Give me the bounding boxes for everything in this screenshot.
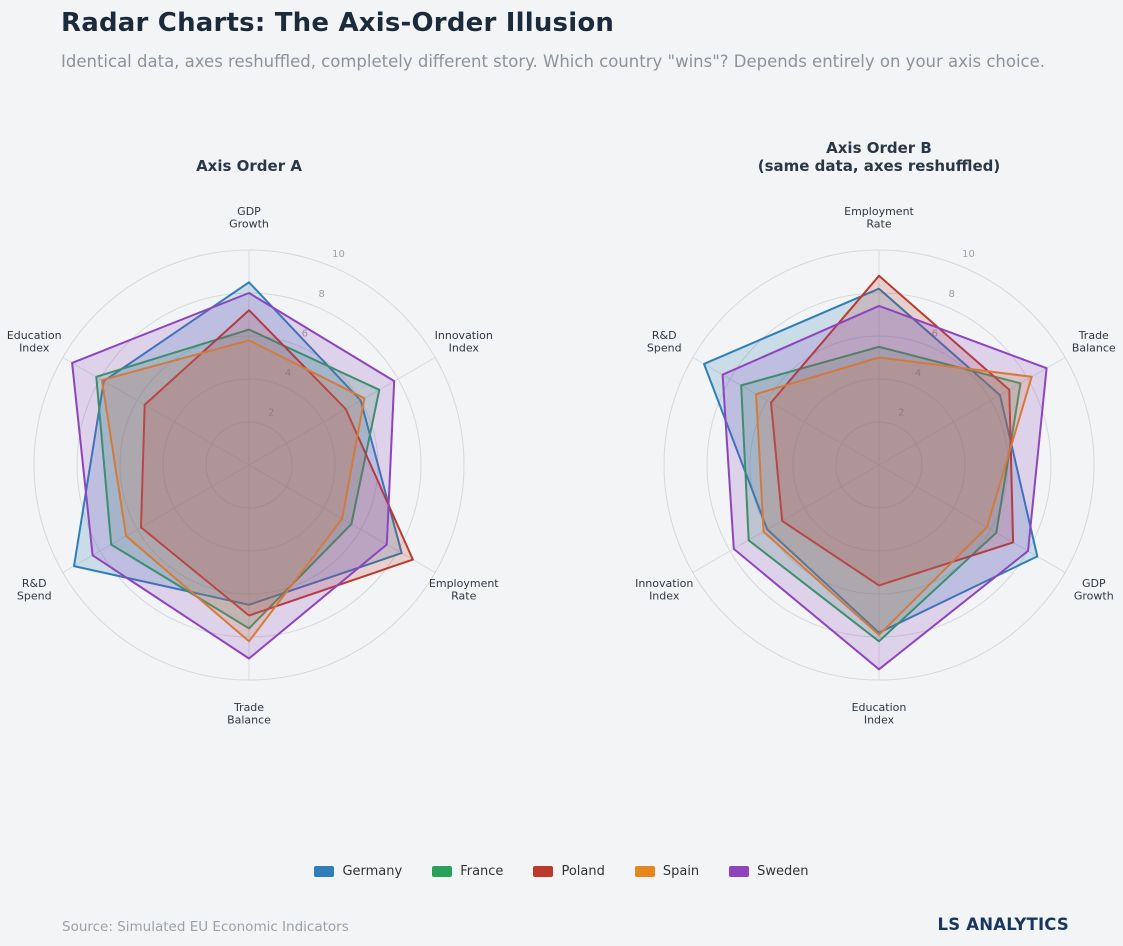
- radial-tick-label: 10: [332, 249, 345, 260]
- chart-a-title: Axis Order A: [196, 157, 302, 175]
- page-subtitle: Identical data, axes reshuffled, complet…: [61, 52, 1046, 71]
- legend-item-sweden: Sweden: [729, 864, 809, 879]
- axis-label: Trade Balance: [227, 701, 271, 727]
- radial-tick-label: 4: [915, 368, 921, 379]
- axis-spoke: [62, 357, 250, 466]
- axis-label: Innovation Index: [635, 577, 693, 603]
- radar-series-france: [95, 328, 381, 630]
- page-header: Radar Charts: The Axis-Order Illusion Id…: [61, 8, 1071, 71]
- radar-series-germany: [703, 287, 1039, 634]
- legend-item-poland: Poland: [533, 864, 605, 879]
- axis-label: Employment Rate: [844, 205, 914, 231]
- legend-label: Sweden: [757, 864, 809, 879]
- legend-swatch-sweden: [729, 866, 750, 877]
- legend-label: Spain: [662, 864, 700, 879]
- radar-series-sweden: [71, 292, 396, 660]
- axis-label: GDP Growth: [229, 205, 269, 231]
- axis-label: Employment Rate: [429, 577, 499, 603]
- axis-spoke: [878, 357, 1066, 466]
- legend-swatch-poland: [533, 866, 554, 877]
- brand-logo: LS ANALYTICS: [937, 915, 1069, 934]
- legend-label: Germany: [342, 864, 403, 879]
- legend-swatch-france: [432, 866, 453, 877]
- axis-label: GDP Growth: [1074, 577, 1114, 603]
- axis-label: Trade Balance: [1072, 329, 1116, 355]
- radial-tick-label: 8: [948, 289, 954, 300]
- page-title: Radar Charts: The Axis-Order Illusion: [61, 8, 615, 38]
- radar-series-poland: [140, 309, 414, 617]
- legend-item-germany: Germany: [314, 864, 402, 879]
- radar-chart-a: 2 4 6 8 10 GDP Growth Innovation Index Employment…: [7, 205, 499, 727]
- radial-tick-label: 8: [318, 289, 324, 300]
- axis-label: Innovation Index: [435, 329, 493, 355]
- radial-tick-label: 2: [898, 408, 904, 419]
- radar-series-spain: [100, 339, 366, 643]
- radial-tick-label: 10: [962, 249, 975, 260]
- axis-spoke: [692, 464, 880, 573]
- axis-spoke: [878, 464, 1066, 573]
- legend-item-france: France: [432, 864, 503, 879]
- axis-spoke: [62, 464, 250, 573]
- chart-legend: Germany France Poland Spain Sweden: [0, 864, 1123, 879]
- axis-label: Education Index: [852, 701, 907, 727]
- radial-tick-label: 6: [302, 328, 308, 339]
- axis-label: Education Index: [7, 329, 62, 355]
- radar-series-poland: [770, 274, 1015, 587]
- legend-item-spain: Spain: [634, 864, 700, 879]
- source-note: Source: Simulated EU Economic Indicators: [62, 919, 349, 935]
- legend-label: Poland: [561, 864, 605, 879]
- axis-spoke: [692, 357, 880, 466]
- axis-label: R&D Spend: [647, 329, 682, 355]
- chart-b-title: Axis Order B (same data, axes reshuffled…: [757, 139, 1001, 175]
- radar-series-sweden: [721, 304, 1048, 671]
- radar-series-france: [740, 345, 1022, 643]
- legend-swatch-germany: [314, 866, 335, 877]
- radar-series-spain: [755, 356, 1033, 636]
- radial-tick-label: 4: [285, 368, 291, 379]
- legend-swatch-spain: [634, 866, 655, 877]
- radar-chart-b: 2 4 6 8 10 Employment Rate Trade Balance GDP Growt…: [635, 205, 1116, 727]
- legend-label: France: [460, 864, 504, 879]
- radial-tick-label: 6: [932, 328, 938, 339]
- axis-label: R&D Spend: [17, 577, 52, 603]
- axis-spoke: [248, 357, 436, 466]
- radial-tick-label: 2: [268, 408, 274, 419]
